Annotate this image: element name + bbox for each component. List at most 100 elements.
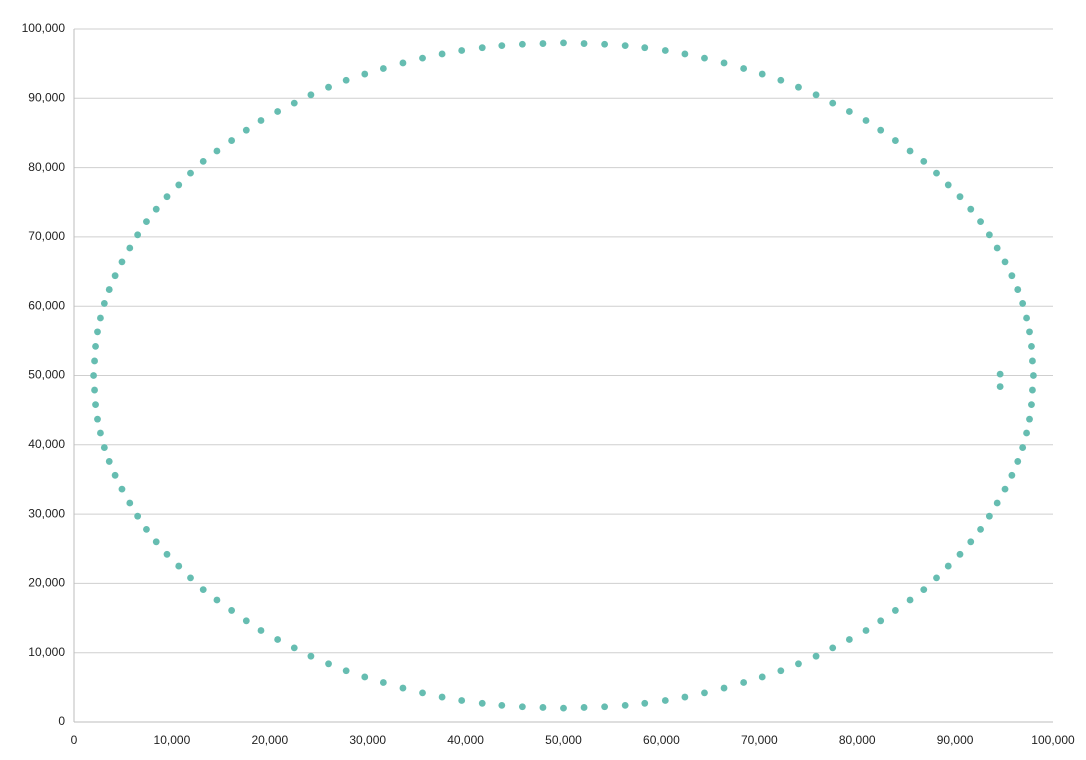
- scatter-point: [1026, 328, 1033, 336]
- scatter-point: [621, 42, 629, 50]
- scatter-point: [993, 244, 1001, 252]
- y-tick-label: 40,000: [28, 437, 65, 451]
- scatter-point: [661, 47, 669, 54]
- scatter-point: [1014, 458, 1022, 465]
- scatter-point: [242, 126, 250, 134]
- scatter-point: [641, 44, 649, 52]
- scatter-point: [967, 538, 975, 546]
- scatter-point: [996, 370, 1004, 378]
- scatter-point: [199, 157, 207, 165]
- scatter-point: [621, 701, 629, 709]
- y-tick-label: 30,000: [28, 506, 65, 520]
- scatter-point: [891, 607, 899, 614]
- scatter-point: [920, 157, 928, 165]
- scatter-point: [105, 458, 113, 465]
- scatter-point: [1019, 300, 1027, 307]
- scatter-point: [1029, 357, 1036, 365]
- scatter-point: [812, 652, 820, 660]
- scatter-point: [720, 59, 728, 67]
- scatter-point: [560, 704, 567, 712]
- scatter-point: [342, 667, 350, 675]
- x-tick-label: 0: [71, 733, 78, 747]
- scatter-point: [1008, 471, 1016, 479]
- y-tick-label: 60,000: [28, 298, 65, 312]
- scatter-point: [94, 328, 101, 336]
- scatter-point: [1023, 429, 1030, 437]
- scatter-point: [498, 42, 506, 50]
- scatter-point: [795, 83, 802, 91]
- scatter-point: [274, 636, 282, 643]
- scatter-point: [812, 91, 820, 99]
- scatter-point: [1030, 372, 1037, 379]
- scatter-point: [213, 596, 221, 604]
- y-tick-label: 100,000: [22, 21, 66, 35]
- y-tick-label: 0: [58, 714, 65, 728]
- scatter-point: [829, 99, 837, 107]
- scatter-point: [720, 684, 728, 692]
- scatter-point: [601, 703, 609, 711]
- scatter-point: [478, 699, 486, 707]
- scatter-point: [967, 205, 975, 213]
- y-tick-label: 10,000: [28, 645, 65, 659]
- scatter-point: [97, 314, 104, 322]
- scatter-point: [518, 40, 526, 48]
- scatter-point: [118, 485, 126, 493]
- scatter-point: [91, 386, 98, 394]
- scatter-point: [740, 679, 748, 686]
- scatter-point: [956, 193, 964, 201]
- scatter-point: [845, 108, 853, 115]
- scatter-point: [399, 684, 407, 692]
- scatter-point: [342, 76, 350, 84]
- scatter-point: [213, 147, 221, 155]
- scatter-point: [1028, 401, 1035, 409]
- scatter-point: [118, 258, 126, 266]
- scatter-point: [126, 244, 134, 252]
- scatter-point: [143, 218, 150, 226]
- scatter-point: [661, 697, 669, 704]
- scatter-point: [274, 108, 282, 115]
- scatter-point: [906, 147, 914, 155]
- scatter-point: [933, 574, 940, 582]
- scatter-point: [862, 117, 870, 124]
- scatter-point: [325, 83, 332, 91]
- x-tick-label: 100,000: [1031, 733, 1075, 747]
- x-tick-label: 10,000: [154, 733, 191, 747]
- scatter-point: [187, 574, 194, 582]
- scatter-point: [829, 644, 837, 652]
- scatter-point: [458, 697, 466, 704]
- scatter-point: [97, 429, 104, 437]
- scatter-point: [199, 586, 207, 594]
- scatter-point: [1029, 386, 1036, 394]
- scatter-point: [758, 70, 766, 78]
- scatter-point: [419, 689, 426, 697]
- scatter-point: [152, 205, 160, 213]
- scatter-point: [134, 231, 142, 239]
- scatter-point: [956, 550, 964, 558]
- scatter-point: [438, 50, 446, 58]
- scatter-point: [307, 91, 315, 99]
- scatter-point: [641, 699, 649, 707]
- y-tick-label: 50,000: [28, 368, 65, 382]
- scatter-point: [560, 39, 567, 47]
- scatter-point: [977, 218, 984, 226]
- scatter-point: [361, 70, 369, 78]
- scatter-point: [257, 627, 265, 634]
- scatter-point: [134, 512, 142, 520]
- scatter-point: [91, 357, 98, 365]
- scatter-point: [1019, 444, 1027, 451]
- scatter-point: [985, 231, 993, 239]
- scatter-point: [92, 401, 99, 409]
- scatter-point: [920, 586, 928, 594]
- scatter-point: [977, 525, 984, 533]
- scatter-point: [90, 372, 97, 379]
- scatter-point: [944, 562, 952, 570]
- scatter-point: [580, 704, 588, 711]
- x-tick-label: 90,000: [937, 733, 974, 747]
- scatter-point: [740, 65, 748, 72]
- scatter-point: [290, 99, 298, 107]
- scatter-point: [1001, 258, 1009, 266]
- scatter-point: [257, 117, 265, 124]
- scatter-point: [175, 562, 183, 570]
- y-tick-label: 20,000: [28, 576, 65, 590]
- x-tick-label: 20,000: [251, 733, 288, 747]
